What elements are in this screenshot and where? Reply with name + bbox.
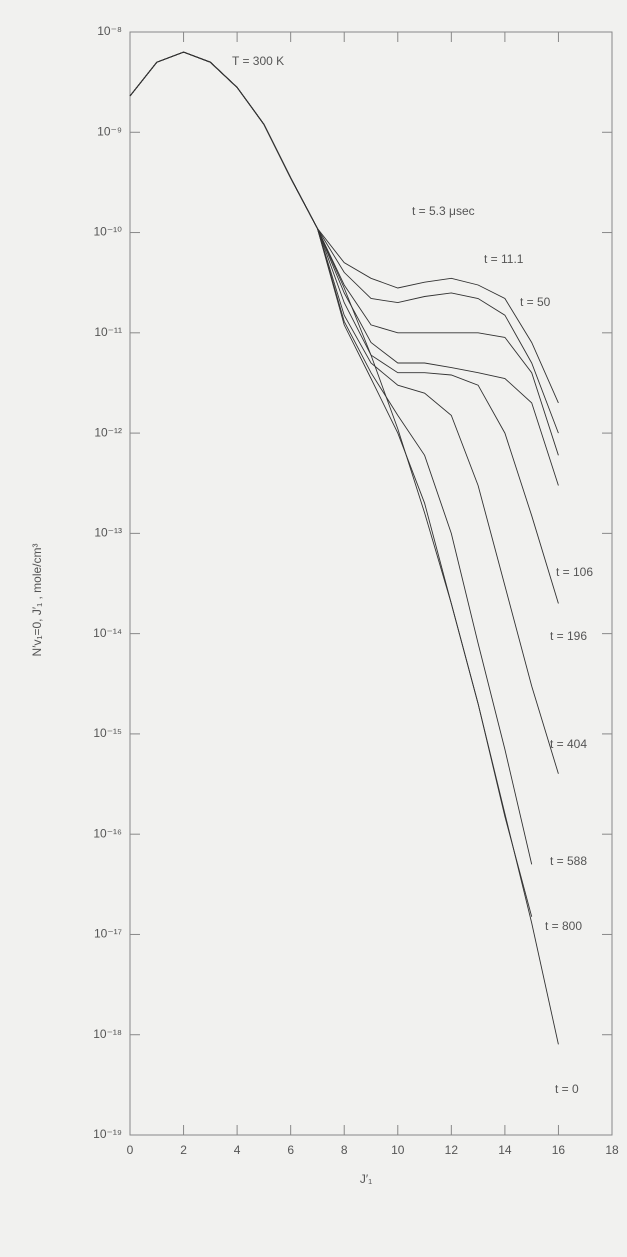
curve: [129, 51, 559, 604]
y-tick-label: 10⁻¹⁵: [93, 726, 122, 740]
curve-label: t = 50: [520, 295, 551, 309]
x-tick-label: 10: [391, 1143, 405, 1157]
x-axis-label: J′₁: [360, 1172, 372, 1186]
curve: [129, 51, 559, 404]
y-tick-label: 10⁻¹⁹: [93, 1127, 122, 1141]
curve-label: t = 404: [550, 737, 587, 751]
curve-label: t = 588: [550, 854, 587, 868]
curve-label: t = 5.3 μsec: [412, 204, 475, 218]
x-tick-label: 12: [445, 1143, 459, 1157]
y-tick-label: 10⁻¹⁴: [93, 626, 122, 640]
curve: [129, 51, 559, 1045]
x-tick-label: 8: [341, 1143, 348, 1157]
curve-label: t = 196: [550, 629, 587, 643]
y-tick-label: 10⁻¹⁰: [94, 225, 123, 239]
y-tick-label: 10⁻¹⁷: [94, 927, 122, 941]
x-tick-label: 18: [605, 1143, 619, 1157]
y-tick-label: 10⁻⁹: [97, 124, 122, 138]
curve-label: t = 11.1: [484, 252, 524, 266]
curve: [129, 51, 533, 917]
curve: [129, 51, 559, 486]
y-tick-label: 10⁻¹⁶: [93, 826, 122, 840]
x-tick-label: 14: [498, 1143, 512, 1157]
y-tick-label: 10⁻¹²: [94, 425, 122, 439]
y-axis-label: N′v₁=0, J′₁ , mole/cm³: [30, 544, 44, 657]
plot-frame: [129, 31, 613, 1136]
y-tick-label: 10⁻⁸: [97, 24, 122, 38]
y-tick-label: 10⁻¹⁸: [93, 1027, 122, 1041]
x-tick-label: 0: [127, 1143, 134, 1157]
curve-label: t = 800: [545, 919, 582, 933]
curve-label: t = 0: [555, 1082, 579, 1096]
y-tick-label: 10⁻¹¹: [94, 325, 122, 339]
x-tick-label: 4: [234, 1143, 241, 1157]
x-tick-label: 6: [287, 1143, 294, 1157]
y-tick-label: 10⁻¹³: [94, 526, 122, 540]
x-tick-label: 16: [552, 1143, 566, 1157]
annotation: T = 300 K: [232, 54, 284, 68]
curve-label: t = 106: [556, 565, 593, 579]
curve: [129, 51, 533, 865]
x-tick-label: 2: [180, 1143, 187, 1157]
